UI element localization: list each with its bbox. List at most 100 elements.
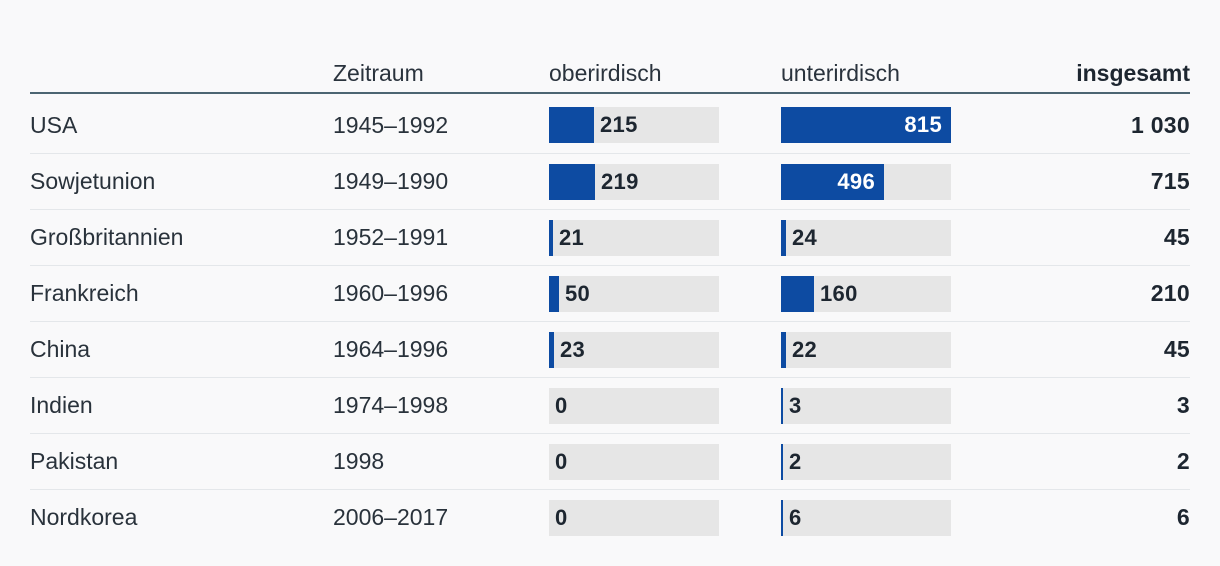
table-row: Frankreich 1960–1996 50 160 210: [30, 265, 1190, 321]
oberirdisch-bar: [549, 275, 559, 312]
country-label: Nordkorea: [30, 504, 138, 530]
oberirdisch-value: 215: [600, 112, 638, 137]
unterirdisch-bar-track: 160: [781, 275, 951, 312]
zeitraum-value: 1964–1996: [333, 336, 449, 362]
country-label: Indien: [30, 392, 93, 418]
unterirdisch-value: 3: [789, 392, 802, 418]
insgesamt-value: 2: [1176, 448, 1190, 474]
table-row: Pakistan 1998 0 2 2: [30, 433, 1190, 489]
unterirdisch-bar: [781, 163, 884, 200]
country-label: China: [30, 336, 91, 362]
country-label: Sowjetunion: [30, 168, 156, 194]
insgesamt-value: 715: [1150, 168, 1190, 194]
unterirdisch-value: 815: [904, 112, 942, 137]
oberirdisch-cell: 50: [549, 275, 781, 312]
unterirdisch-value: 22: [792, 336, 818, 362]
unterirdisch-bar: [781, 499, 783, 536]
zeitraum-value: 1945–1992: [333, 111, 449, 138]
oberirdisch-cell: 0: [549, 499, 781, 536]
unterirdisch-bar: [781, 443, 783, 480]
oberirdisch-cell: 0: [549, 387, 781, 424]
zeitraum-value: 1998: [333, 448, 385, 474]
table-row: Sowjetunion 1949–1990 219 496 715: [30, 153, 1190, 209]
zeitraum-value: 1960–1996: [333, 280, 449, 306]
table-row: China 1964–1996 23 22 45: [30, 321, 1190, 377]
insgesamt-value: 210: [1150, 280, 1190, 306]
unterirdisch-bar: [781, 331, 786, 368]
oberirdisch-bar-track: 219: [549, 163, 719, 200]
country-label: Pakistan: [30, 448, 119, 474]
insgesamt-value: 45: [1163, 224, 1190, 250]
oberirdisch-cell: 219: [549, 163, 781, 200]
unterirdisch-bar-track: 2: [781, 443, 951, 480]
zeitraum-value: 1974–1998: [333, 392, 449, 418]
unterirdisch-bar-track: 24: [781, 219, 951, 256]
country-label: USA: [30, 111, 78, 138]
oberirdisch-value: 0: [555, 392, 568, 418]
insgesamt-value: 1 030: [1130, 111, 1190, 138]
table-header-row: Zeitraum oberirdisch unterirdisch insges…: [30, 47, 1190, 94]
header-unterirdisch: unterirdisch: [781, 60, 900, 86]
unterirdisch-cell: 3: [781, 387, 951, 424]
unterirdisch-bar: [781, 107, 951, 143]
oberirdisch-cell: 0: [549, 443, 781, 480]
oberirdisch-value: 0: [555, 504, 568, 530]
unterirdisch-bar: [781, 219, 786, 256]
unterirdisch-bar-track: 22: [781, 331, 951, 368]
unterirdisch-value: 496: [837, 168, 875, 194]
oberirdisch-bar-track: 50: [549, 275, 719, 312]
country-label: Großbritannien: [30, 224, 184, 250]
unterirdisch-bar-track: 3: [781, 387, 951, 424]
oberirdisch-bar: [549, 107, 594, 143]
table-row: USA 1945–1992 215 815 1 030: [30, 97, 1190, 153]
oberirdisch-value: 50: [565, 280, 591, 306]
oberirdisch-value: 219: [601, 168, 639, 194]
table-row: Großbritannien 1952–1991 21 24 45: [30, 209, 1190, 265]
unterirdisch-cell: 2: [781, 443, 951, 480]
oberirdisch-bar-track: 21: [549, 219, 719, 256]
unterirdisch-value: 160: [820, 280, 858, 306]
country-label: Frankreich: [30, 280, 139, 306]
table-row: Indien 1974–1998 0 3 3: [30, 377, 1190, 433]
unterirdisch-bar: [781, 275, 814, 312]
unterirdisch-cell: 815: [781, 107, 951, 143]
unterirdisch-cell: 24: [781, 219, 951, 256]
unterirdisch-bar-track: 6: [781, 499, 951, 536]
table-row: Nordkorea 2006–2017 0 6 6: [30, 489, 1190, 545]
table-body: USA 1945–1992 215 815 1 030 Sowjetunion …: [30, 97, 1190, 545]
oberirdisch-value: 23: [560, 336, 586, 362]
unterirdisch-bar-track: 496: [781, 163, 951, 200]
oberirdisch-value: 0: [555, 448, 568, 474]
oberirdisch-cell: 215: [549, 107, 781, 143]
unterirdisch-bar: [781, 387, 783, 424]
unterirdisch-bar-track: 815: [781, 107, 951, 143]
insgesamt-value: 3: [1176, 392, 1190, 418]
oberirdisch-bar-track: 215: [549, 107, 719, 143]
unterirdisch-value: 24: [792, 224, 818, 250]
unterirdisch-value: 2: [789, 448, 802, 474]
oberirdisch-value: 21: [559, 224, 585, 250]
unterirdisch-cell: 496: [781, 163, 951, 200]
zeitraum-value: 2006–2017: [333, 504, 449, 530]
oberirdisch-bar: [549, 331, 554, 368]
oberirdisch-cell: 23: [549, 331, 781, 368]
oberirdisch-bar: [549, 163, 595, 200]
insgesamt-value: 6: [1176, 504, 1190, 530]
oberirdisch-bar-track: 23: [549, 331, 719, 368]
insgesamt-value: 45: [1163, 336, 1190, 362]
oberirdisch-bar-track: 0: [549, 499, 719, 536]
oberirdisch-bar-track: 0: [549, 387, 719, 424]
header-insgesamt: insgesamt: [1076, 60, 1190, 86]
header-oberirdisch: oberirdisch: [549, 60, 662, 86]
unterirdisch-cell: 22: [781, 331, 951, 368]
oberirdisch-bar: [549, 219, 553, 256]
unterirdisch-cell: 6: [781, 499, 951, 536]
zeitraum-value: 1952–1991: [333, 224, 449, 250]
oberirdisch-cell: 21: [549, 219, 781, 256]
unterirdisch-value: 6: [789, 504, 802, 530]
unterirdisch-cell: 160: [781, 275, 951, 312]
header-zeitraum: Zeitraum: [333, 60, 424, 86]
oberirdisch-bar-track: 0: [549, 443, 719, 480]
table: Zeitraum oberirdisch unterirdisch insges…: [30, 47, 1190, 545]
